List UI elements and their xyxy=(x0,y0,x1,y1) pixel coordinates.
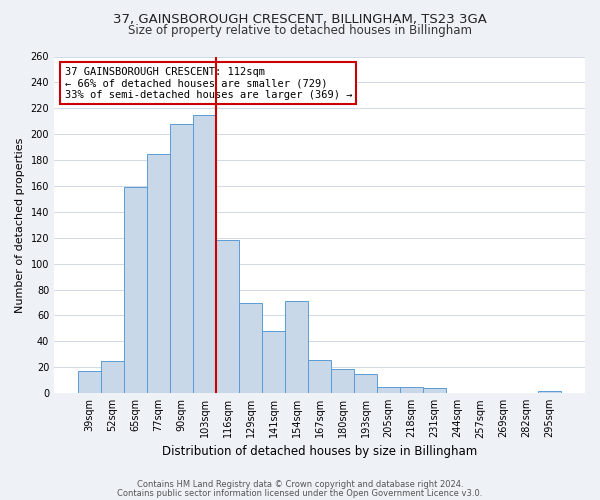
Text: Contains public sector information licensed under the Open Government Licence v3: Contains public sector information licen… xyxy=(118,489,482,498)
Bar xyxy=(216,240,239,393)
Bar xyxy=(170,124,193,393)
Text: Contains HM Land Registry data © Crown copyright and database right 2024.: Contains HM Land Registry data © Crown c… xyxy=(137,480,463,489)
Bar xyxy=(538,390,561,393)
Bar xyxy=(354,374,377,393)
Text: 37 GAINSBOROUGH CRESCENT: 112sqm
← 66% of detached houses are smaller (729)
33% : 37 GAINSBOROUGH CRESCENT: 112sqm ← 66% o… xyxy=(65,66,352,100)
Bar xyxy=(308,360,331,393)
Bar xyxy=(239,302,262,393)
Bar xyxy=(101,361,124,393)
Bar xyxy=(377,386,400,393)
Bar xyxy=(147,154,170,393)
Bar xyxy=(285,302,308,393)
Bar xyxy=(400,386,423,393)
Text: Size of property relative to detached houses in Billingham: Size of property relative to detached ho… xyxy=(128,24,472,37)
Bar xyxy=(193,115,216,393)
X-axis label: Distribution of detached houses by size in Billingham: Distribution of detached houses by size … xyxy=(162,444,477,458)
Bar xyxy=(423,388,446,393)
Bar xyxy=(331,368,354,393)
Text: 37, GAINSBOROUGH CRESCENT, BILLINGHAM, TS23 3GA: 37, GAINSBOROUGH CRESCENT, BILLINGHAM, T… xyxy=(113,12,487,26)
Bar xyxy=(124,188,147,393)
Bar xyxy=(262,331,285,393)
Y-axis label: Number of detached properties: Number of detached properties xyxy=(15,137,25,312)
Bar xyxy=(78,371,101,393)
